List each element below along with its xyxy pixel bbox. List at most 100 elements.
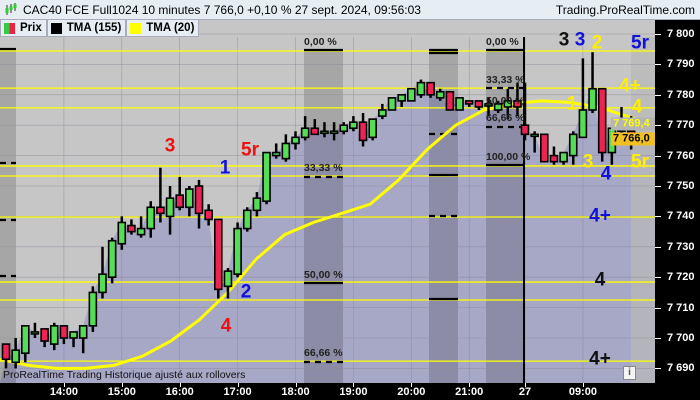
candle-body: [223, 270, 233, 288]
candle-body: [578, 109, 588, 139]
fib-label: 0,00 %: [304, 36, 337, 48]
candle-body: [513, 100, 522, 108]
x-tick: [582, 383, 584, 387]
candle-body: [339, 124, 349, 133]
x-tick: [469, 383, 471, 387]
candlestick-icon: [5, 3, 17, 15]
candle-body: [20, 325, 30, 354]
candle: [98, 246, 107, 299]
candle-body: [310, 127, 320, 136]
candle-body: [78, 325, 88, 339]
candle: [40, 328, 49, 348]
price-area: [0, 82, 655, 383]
y-tick-label: 7 700: [667, 332, 695, 344]
candle-body: [59, 325, 69, 339]
candle-body: [358, 121, 368, 142]
legend-price[interactable]: Prix: [0, 20, 47, 37]
candle-body: [98, 273, 107, 294]
tma155-swatch-icon: [50, 22, 62, 34]
tma-price-tag: 7 769,4: [611, 117, 655, 131]
candle: [127, 219, 136, 235]
candle-body: [88, 291, 98, 327]
x-tick-label: 09:00: [568, 386, 597, 398]
candle: [117, 216, 127, 250]
y-tick: [655, 277, 661, 279]
wave-count-label: 2: [591, 32, 603, 54]
x-tick: [525, 383, 526, 387]
wave-count-label: 4: [594, 269, 606, 291]
y-tick-label: 7 750: [667, 180, 695, 192]
x-tick-label: 19:00: [339, 386, 368, 398]
candle-body: [416, 81, 426, 96]
candle: [156, 167, 165, 223]
candle: [339, 122, 349, 135]
candle: [474, 100, 484, 110]
x-tick-label: 16:00: [165, 386, 194, 398]
wave-count-label: 4: [631, 96, 643, 118]
candle: [578, 58, 588, 139]
candle-body: [252, 197, 262, 212]
candle-body: [156, 206, 165, 215]
candle: [233, 222, 242, 278]
candle-body: [520, 124, 530, 136]
fib-label: 66,66 %: [304, 347, 343, 359]
candle-body: [568, 133, 578, 157]
legend-tma20[interactable]: TMA (20): [126, 20, 200, 37]
y-tick-label: 7 800: [667, 28, 695, 40]
legend-tma155[interactable]: TMA (155): [46, 20, 127, 37]
candle-body: [281, 142, 291, 160]
legend-label: TMA (20): [146, 22, 195, 34]
candle: [455, 97, 464, 111]
wave-count-label: 4: [600, 163, 612, 185]
y-tick-label: 7 790: [667, 58, 695, 71]
candle: [185, 186, 194, 217]
candle-body: [185, 188, 194, 209]
candle: [539, 133, 549, 163]
candle: [281, 134, 291, 162]
candle: [597, 87, 607, 162]
fib-label: 50,00 %: [486, 95, 525, 107]
x-tick-label: 15:00: [107, 386, 136, 398]
x-tick-label: 18:00: [281, 386, 310, 398]
candle-body: [464, 100, 474, 105]
wave-count-label: 3: [574, 29, 586, 51]
last-price-tag: 7 766,0: [611, 132, 655, 146]
candle-body: [406, 87, 416, 102]
candle-body: [597, 87, 607, 154]
y-tick-label: 7 770: [667, 119, 695, 132]
candle-body: [426, 81, 435, 96]
fib-label: 33,33 %: [304, 162, 343, 174]
candle: [426, 81, 435, 98]
y-tick-label: 7 760: [667, 149, 695, 162]
candle-body: [233, 227, 242, 275]
candle-body: [530, 133, 539, 138]
candle-body: [165, 197, 175, 218]
time-axis[interactable]: 14:00 15:00 16:00 17:00 18:00 19:00 20:00 21:00…: [0, 383, 700, 400]
candle: [165, 186, 175, 235]
tma20-line: [0, 99, 656, 370]
candle-body: [474, 100, 484, 108]
wave-count-label: 5r: [241, 139, 259, 161]
x-tick: [237, 383, 239, 387]
x-tick: [179, 383, 181, 387]
candle-body: [214, 218, 223, 291]
y-tick-label: 7 780: [667, 88, 695, 101]
candle: [549, 146, 559, 165]
candle: [204, 204, 213, 226]
y-tick-label: 7 740: [667, 210, 695, 223]
price-axis[interactable]: 7 800 7 790 7 780 7 770 7 760 7 750 7 740 7 730…: [655, 20, 700, 400]
candle-body: [493, 103, 503, 111]
candle-body: [204, 209, 213, 221]
wave-count-label: 2: [240, 281, 252, 303]
candle: [503, 88, 513, 120]
site-link[interactable]: Trading.ProRealTime.com: [555, 3, 695, 17]
candle: [530, 131, 539, 153]
candle: [69, 331, 78, 348]
wave-count-label: 4+: [619, 75, 641, 97]
y-tick: [655, 338, 661, 339]
info-icon[interactable]: i: [623, 366, 636, 380]
candle: [513, 82, 522, 117]
candle-body: [300, 127, 310, 139]
candle: [493, 100, 503, 114]
